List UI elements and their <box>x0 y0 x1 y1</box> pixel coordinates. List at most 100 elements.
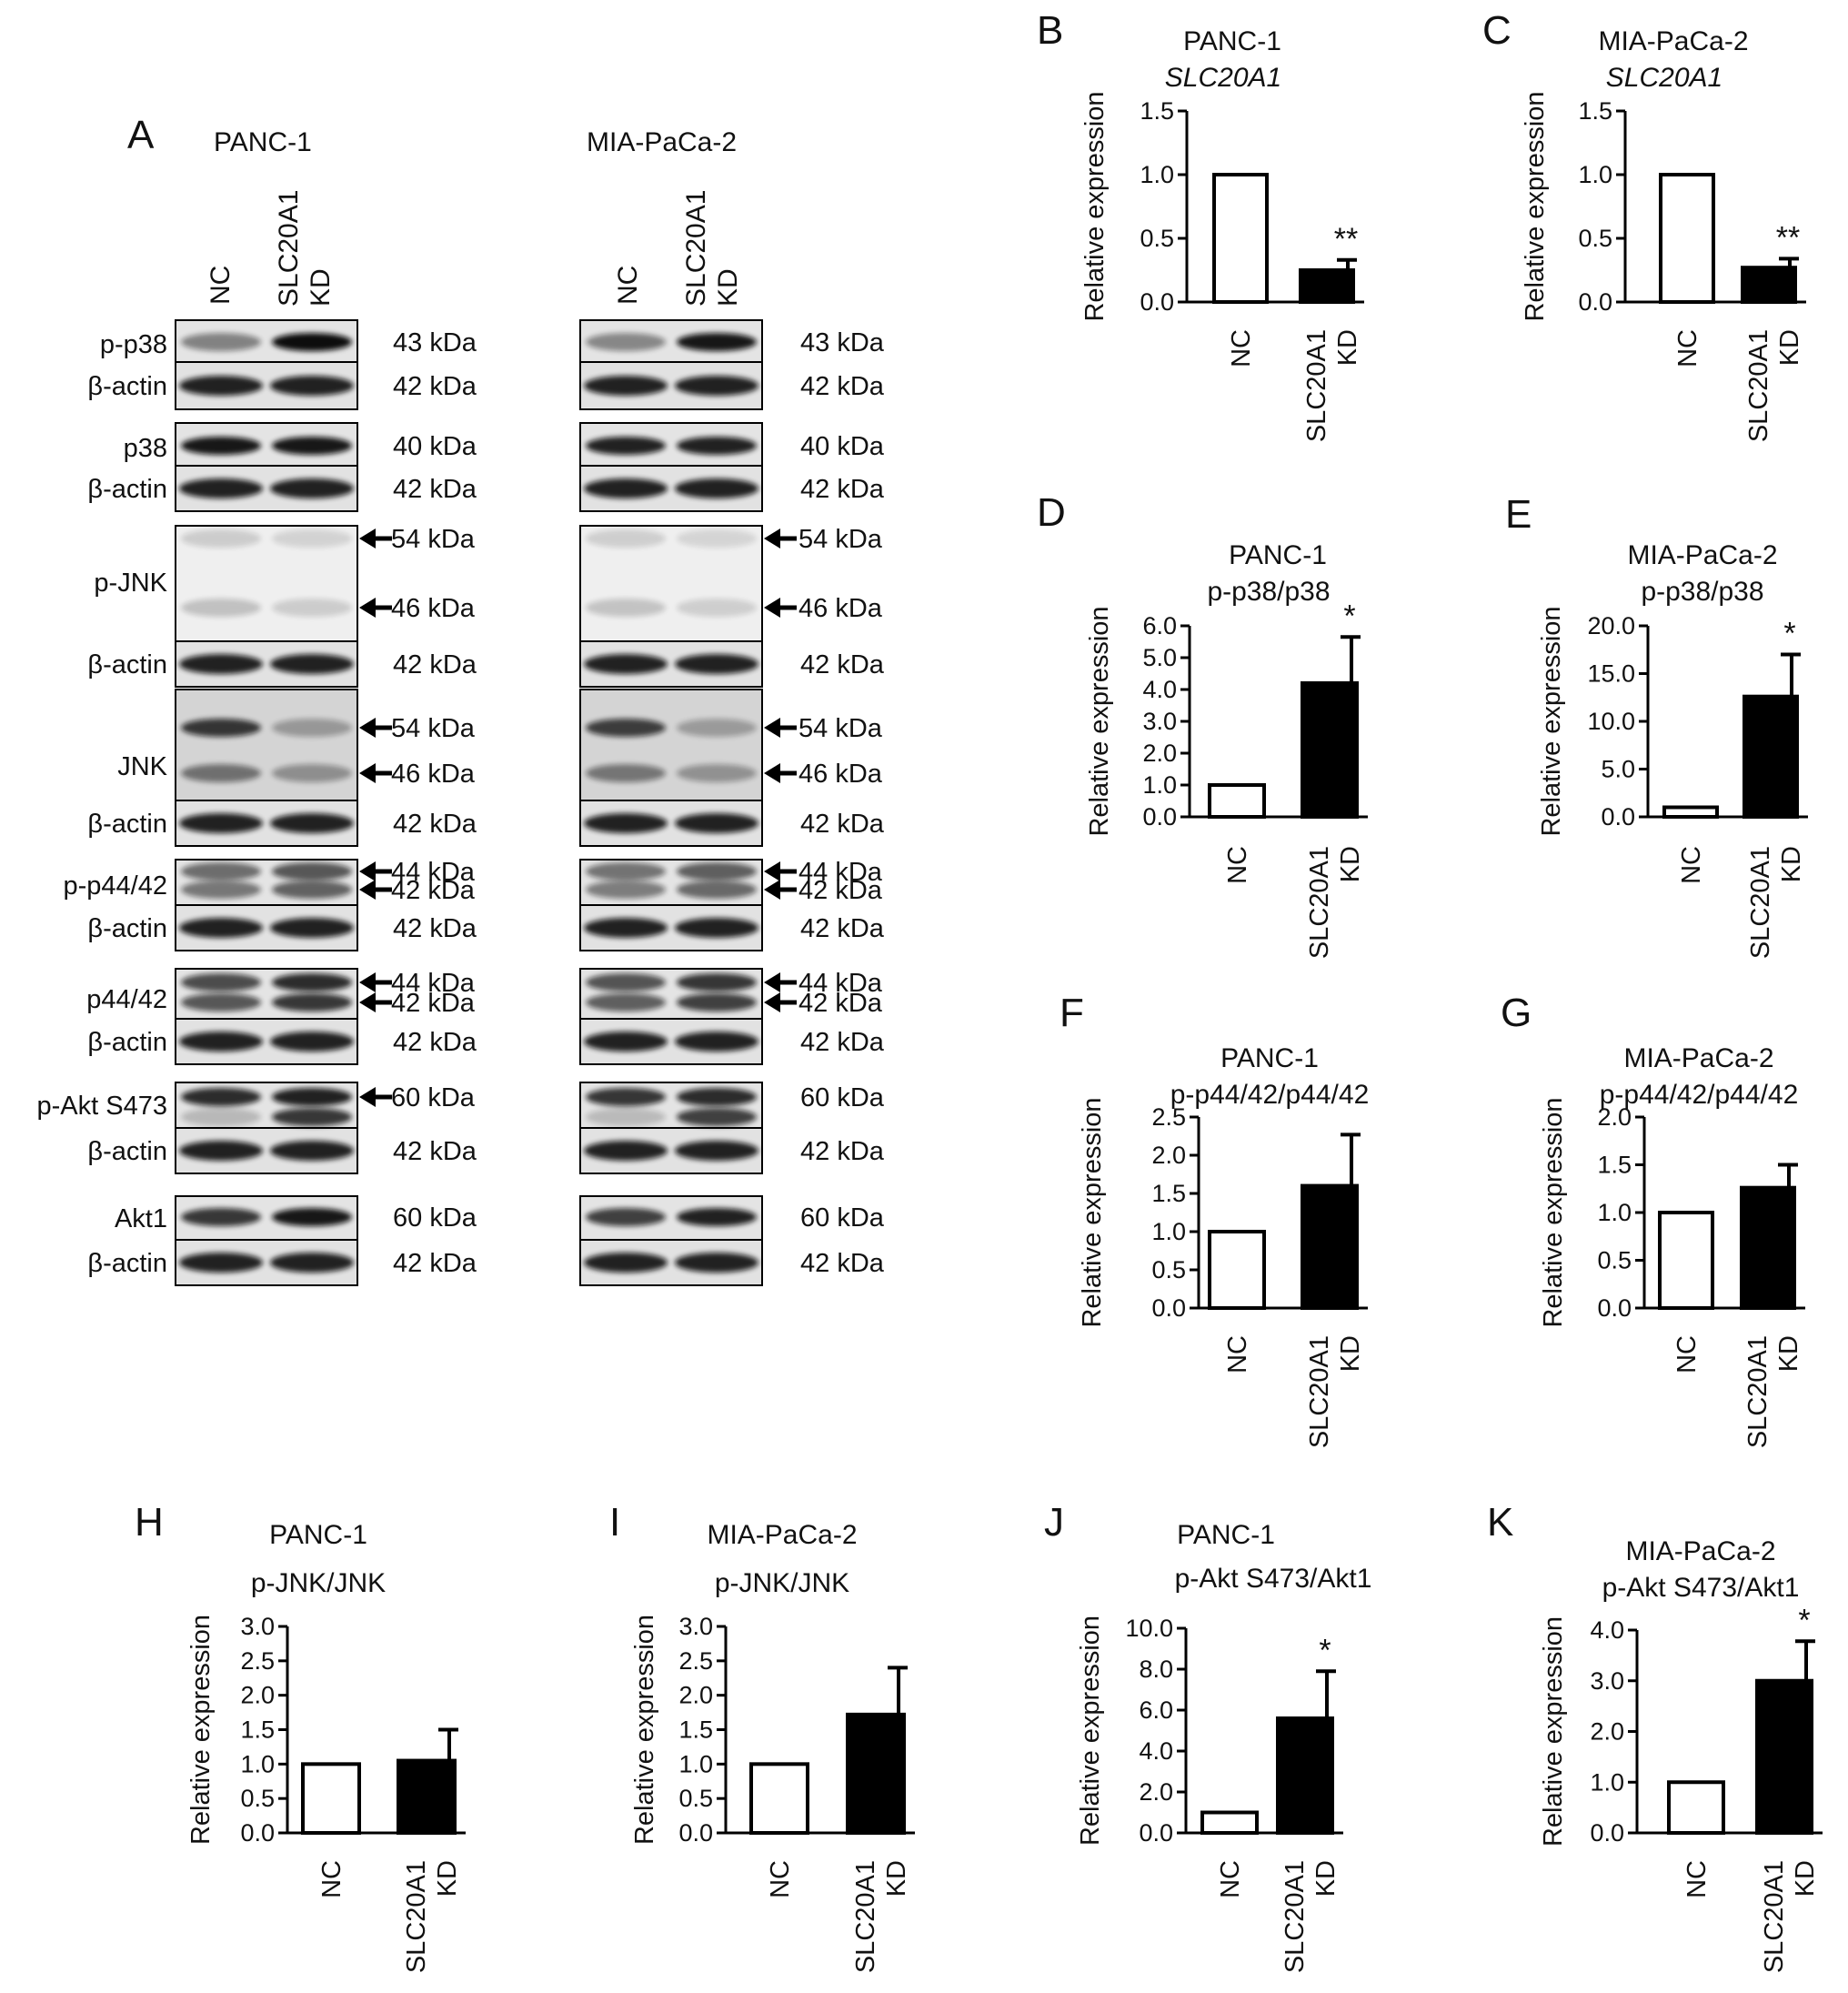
kda-label: 60 kDa <box>800 1083 885 1112</box>
western-blot-panel: A PANC-1 MIA-PaCa-2 NC SLC20A1 KD NC SLC20A1… <box>37 113 885 1286</box>
band-arrow-head <box>764 763 780 783</box>
kda-label: 54 kDa <box>391 714 476 743</box>
bar <box>1299 268 1355 304</box>
panel-letter-h: H <box>135 1500 164 1545</box>
y-tick-label: 10.0 <box>1125 1615 1173 1642</box>
band <box>272 1208 352 1226</box>
beta-actin-label: β-actin <box>87 1249 167 1278</box>
band <box>677 719 757 737</box>
y-tick-label: 2.0 <box>1597 1103 1632 1131</box>
band <box>586 333 666 351</box>
kda-label: 42 kDa <box>798 876 883 905</box>
y-tick-label: 1.5 <box>240 1716 275 1744</box>
chart-g: G MIA-PaCa-2 p-p44/42/p44/42 0.0 0.5 1.0 1.5 2.… <box>1501 991 1805 1448</box>
kda-label: 43 kDa <box>393 328 477 357</box>
band-arrow-head <box>764 528 780 549</box>
bar <box>1212 173 1269 304</box>
kda-label-actin: 42 kDa <box>393 372 477 401</box>
y-tick-label: 2.0 <box>1151 1142 1186 1169</box>
x-tick-label-kd-line1: SLC20A1 <box>402 1860 431 1973</box>
y-tick-label: 0.5 <box>1140 225 1174 252</box>
band <box>272 529 352 548</box>
band <box>586 764 666 782</box>
band <box>677 1088 757 1106</box>
band <box>272 973 352 991</box>
blot-label: p-JNK <box>94 569 167 598</box>
band-arrow-head <box>764 861 780 881</box>
blot-label: Akt1 <box>115 1204 167 1233</box>
kda-label-actin: 42 kDa <box>393 1137 477 1166</box>
chart-title: PANC-1 <box>269 1520 367 1550</box>
y-axis-label: Relative expression <box>1080 91 1110 321</box>
actin-band <box>584 1032 668 1052</box>
bar <box>1741 266 1797 305</box>
bar <box>1208 783 1266 819</box>
band <box>181 333 261 351</box>
y-tick-label: 1.0 <box>240 1750 275 1777</box>
band <box>677 973 757 991</box>
y-tick-label: 2.0 <box>1590 1718 1624 1746</box>
kda-label-actin: 42 kDa <box>393 1249 477 1278</box>
actin-band <box>675 478 758 498</box>
actin-band <box>270 376 354 396</box>
kda-label-actin: 42 kDa <box>393 650 477 679</box>
chart-e: E MIA-PaCa-2 p-p38/p38 0.0 5.0 10.0 15.0 20.0 Re… <box>1505 492 1808 959</box>
actin-band <box>584 813 668 833</box>
actin-band <box>179 1032 263 1052</box>
y-tick-label: 2.5 <box>240 1647 275 1675</box>
lane-labels: NC SLC20A1 KD NC SLC20A1 KD <box>206 190 743 307</box>
y-tick-label: 0.5 <box>1597 1247 1632 1274</box>
chart-title: MIA-PaCa-2 <box>1627 540 1777 570</box>
panel-letter-k: K <box>1487 1500 1513 1545</box>
panel-letter-d: D <box>1037 490 1066 535</box>
y-tick-label: 1.5 <box>1597 1152 1632 1179</box>
y-tick-label: 0.0 <box>1139 1819 1173 1847</box>
beta-actin-label: β-actin <box>87 914 167 943</box>
band <box>677 881 757 899</box>
y-axis-label: Relative expression <box>1521 91 1550 321</box>
actin-band <box>675 654 758 674</box>
actin-band <box>675 1253 758 1273</box>
band <box>677 1108 757 1126</box>
x-tick-label-kd-line2: KD <box>433 1860 462 1897</box>
actin-band <box>675 1141 758 1161</box>
cell-line-header-left: PANC-1 <box>214 127 312 157</box>
bar <box>749 1762 809 1836</box>
y-tick-label: 1.0 <box>1142 771 1177 799</box>
y-tick-label: 1.0 <box>1140 161 1174 188</box>
kda-label: 44 kDa <box>798 858 883 887</box>
y-tick-label: 1.0 <box>1151 1218 1186 1245</box>
y-tick-label: 1.0 <box>678 1750 713 1777</box>
bar <box>301 1762 361 1836</box>
y-tick-label: 6.0 <box>1142 612 1177 639</box>
beta-actin-label: β-actin <box>87 650 167 679</box>
panel-letter-e: E <box>1505 492 1532 537</box>
x-tick-label-nc: NC <box>1223 1335 1252 1374</box>
kda-label: 46 kDa <box>391 760 476 789</box>
bar <box>397 1758 457 1836</box>
band <box>586 529 666 548</box>
band-arrow-head <box>359 763 376 783</box>
chart-title: MIA-PaCa-2 <box>1623 1043 1773 1073</box>
bar <box>1755 1678 1813 1835</box>
actin-band <box>270 478 354 498</box>
x-tick-label-kd-line2: KD <box>1774 1335 1803 1372</box>
chart-d: D PANC-1 p-p38/p38 0.0 1.0 2.0 3.0 4.0 5.0 6.0 Rel… <box>1037 490 1368 959</box>
kda-label-actin: 42 kDa <box>393 914 477 943</box>
band <box>181 1088 261 1106</box>
band-arrow-head <box>359 972 376 992</box>
actin-band <box>270 813 354 833</box>
panel-letter-c: C <box>1482 8 1512 53</box>
y-tick-label: 1.0 <box>1578 161 1612 188</box>
kda-label: 46 kDa <box>798 594 883 623</box>
y-tick-label: 0.5 <box>1151 1256 1186 1283</box>
y-tick-label: 2.0 <box>678 1682 713 1709</box>
significance-marker: * <box>1798 1603 1810 1637</box>
band-arrow-head <box>359 718 376 738</box>
y-tick-label: 0.5 <box>1578 225 1612 252</box>
x-tick-label-kd-line2: KD <box>1777 846 1806 882</box>
y-tick-label: 8.0 <box>1139 1656 1173 1683</box>
x-tick-label-nc: NC <box>1682 1860 1712 1898</box>
y-axis-label: Relative expression <box>1078 1097 1107 1327</box>
significance-marker: ** <box>1334 222 1358 257</box>
